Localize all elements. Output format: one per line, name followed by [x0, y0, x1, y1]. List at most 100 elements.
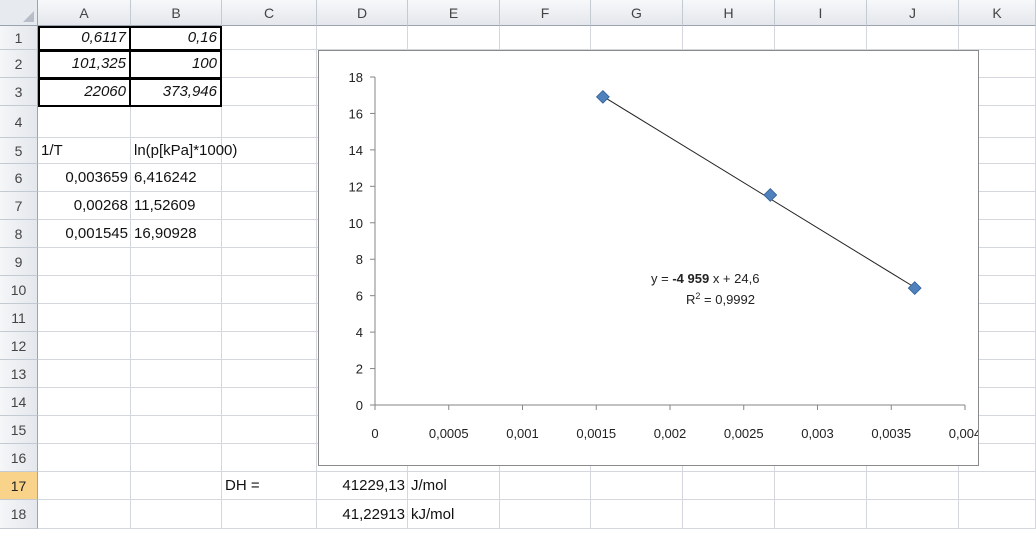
row-header-6[interactable]: 6 [0, 164, 38, 192]
grid-cell[interactable] [38, 388, 131, 416]
cell-b2[interactable]: 100 [129, 50, 222, 79]
grid-cell[interactable] [500, 472, 591, 500]
grid-cell[interactable] [222, 472, 317, 500]
row-header-13[interactable]: 13 [0, 360, 38, 388]
grid-cell[interactable] [38, 416, 131, 444]
grid-cell[interactable] [222, 164, 317, 192]
grid-cell[interactable] [131, 388, 222, 416]
cell-a1[interactable]: 0,6117 [38, 26, 131, 51]
grid-cell[interactable] [867, 472, 959, 500]
data-point-marker[interactable] [907, 281, 922, 296]
grid-cell[interactable] [222, 220, 317, 248]
column-header-h[interactable]: H [683, 0, 775, 26]
column-header-a[interactable]: A [38, 0, 131, 26]
row-header-7[interactable]: 7 [0, 192, 38, 220]
grid-cell[interactable] [38, 276, 131, 304]
grid-cell[interactable] [959, 26, 1036, 50]
grid-cell[interactable] [131, 248, 222, 276]
grid-cell[interactable] [959, 500, 1036, 529]
grid-cell[interactable] [408, 500, 500, 529]
scatter-chart[interactable]: 0 2 4 6 8 10 12 14 16 18 0 0,0005 0,001 0,0015 0,002 0… [318, 50, 979, 466]
cell-b8[interactable]: 16,90928 [134, 225, 197, 242]
cell-b6[interactable]: 6,416242 [134, 169, 197, 186]
grid-cell[interactable] [38, 332, 131, 360]
grid-cell[interactable] [38, 472, 131, 500]
grid-cell[interactable] [683, 472, 775, 500]
cell-a6[interactable]: 0,003659 [65, 169, 128, 186]
grid-cell[interactable] [222, 106, 317, 138]
row-header-14[interactable]: 14 [0, 388, 38, 416]
grid-cell[interactable] [408, 26, 500, 50]
cell-e18[interactable]: kJ/mol [411, 506, 455, 523]
grid-cell[interactable] [131, 444, 222, 472]
grid-cell[interactable] [131, 304, 222, 332]
grid-cell[interactable] [222, 304, 317, 332]
grid-cell[interactable] [131, 500, 222, 529]
cell-a7[interactable]: 0,00268 [73, 197, 128, 214]
cell-c17[interactable]: DH = [225, 477, 260, 494]
row-header-1[interactable]: 1 [0, 26, 38, 50]
grid-cell[interactable] [38, 220, 131, 248]
grid-cell[interactable] [591, 500, 683, 529]
column-header-d[interactable]: D [317, 0, 408, 26]
cell-a3[interactable]: 22060 [38, 78, 131, 107]
grid-cell[interactable] [131, 220, 222, 248]
column-header-b[interactable]: B [131, 0, 222, 26]
grid-cell[interactable] [408, 472, 500, 500]
cell-b5[interactable]: ln(p[kPa]*1000) [134, 142, 238, 159]
grid-cell[interactable] [222, 248, 317, 276]
grid-cell[interactable] [317, 472, 408, 500]
row-header-15[interactable]: 15 [0, 416, 38, 444]
cell-d17[interactable]: 41229,13 [342, 477, 405, 494]
grid-cell[interactable] [38, 192, 131, 220]
grid-cell[interactable] [959, 472, 1036, 500]
grid-cell[interactable] [222, 78, 317, 106]
grid-cell[interactable] [222, 26, 317, 50]
grid-cell[interactable] [500, 500, 591, 529]
grid-cell[interactable] [38, 304, 131, 332]
cell-d18[interactable]: 41,22913 [342, 506, 405, 523]
cell-b7[interactable]: 11,52609 [134, 197, 196, 214]
grid-cell[interactable] [775, 472, 867, 500]
grid-cell[interactable] [38, 106, 131, 138]
cell-e17[interactable]: J/mol [411, 477, 447, 494]
row-header-8[interactable]: 8 [0, 220, 38, 248]
grid-cell[interactable] [131, 332, 222, 360]
grid-cell[interactable] [38, 164, 131, 192]
grid-cell[interactable] [131, 276, 222, 304]
data-point-marker[interactable] [763, 188, 778, 202]
grid-cell[interactable] [591, 26, 683, 50]
grid-cell[interactable] [591, 472, 683, 500]
column-header-i[interactable]: I [775, 0, 867, 26]
grid-cell[interactable] [222, 276, 317, 304]
row-header-11[interactable]: 11 [0, 304, 38, 332]
cell-b1[interactable]: 0,16 [129, 26, 222, 51]
grid-cell[interactable] [222, 360, 317, 388]
grid-cell[interactable] [775, 26, 867, 50]
grid-cell[interactable] [500, 26, 591, 50]
row-header-18[interactable]: 18 [0, 500, 38, 529]
column-header-f[interactable]: F [500, 0, 591, 26]
grid-cell[interactable] [131, 192, 222, 220]
row-header-3[interactable]: 3 [0, 78, 38, 106]
row-header-5[interactable]: 5 [0, 138, 38, 164]
grid-cell[interactable] [222, 500, 317, 529]
data-point-marker[interactable] [595, 89, 610, 104]
cell-a5[interactable]: 1/T [41, 142, 63, 159]
row-header-4[interactable]: 4 [0, 106, 38, 138]
grid-cell[interactable] [222, 444, 317, 472]
grid-cell[interactable] [38, 444, 131, 472]
grid-cell[interactable] [222, 138, 317, 164]
grid-cell[interactable] [222, 332, 317, 360]
grid-cell[interactable] [38, 248, 131, 276]
column-header-k[interactable]: K [959, 0, 1036, 26]
column-header-e[interactable]: E [408, 0, 500, 26]
grid-cell[interactable] [222, 50, 317, 78]
select-all-corner[interactable] [0, 0, 38, 26]
grid-cell[interactable] [131, 472, 222, 500]
row-header-12[interactable]: 12 [0, 332, 38, 360]
grid-cell[interactable] [222, 192, 317, 220]
row-header-17[interactable]: 17 [0, 472, 38, 500]
grid-cell[interactable] [38, 360, 131, 388]
cell-b3[interactable]: 373,946 [129, 78, 222, 107]
